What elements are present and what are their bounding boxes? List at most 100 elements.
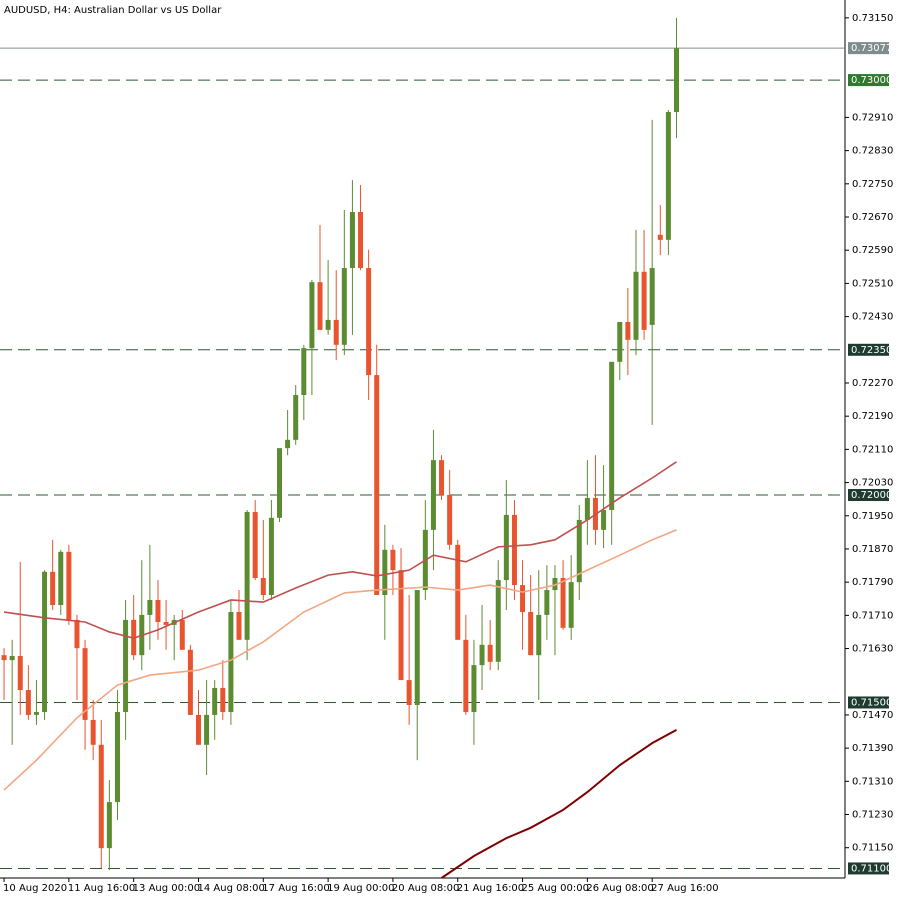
candle-body [374, 375, 380, 596]
y-tick-label: 0.72670 [852, 212, 893, 223]
candle-body [511, 514, 517, 586]
candle-body [479, 644, 485, 666]
y-tick-label: 0.71950 [852, 511, 893, 522]
candle-body [617, 321, 623, 362]
candle-body [277, 448, 283, 518]
candle-body [17, 656, 23, 691]
candle-body [406, 680, 412, 705]
y-tick-label: 0.72430 [852, 312, 893, 323]
candle-body [301, 348, 307, 396]
candle-body [544, 590, 550, 615]
candle-body [633, 271, 639, 340]
x-tick-label: 20 Aug 08:00 [392, 883, 459, 894]
candle-body [398, 570, 404, 681]
candle-body [123, 619, 129, 713]
candle-body [98, 744, 104, 849]
candle-body [90, 719, 96, 745]
candle-body [236, 612, 242, 640]
candle-body [106, 802, 112, 849]
x-tick-label: 19 Aug 00:00 [327, 883, 394, 894]
candle-body [471, 665, 477, 713]
candle-body [503, 514, 509, 581]
candle-body [641, 271, 647, 330]
y-tick-label: 0.71790 [852, 577, 893, 588]
candle-body [366, 268, 372, 376]
candle-body [552, 578, 558, 591]
candle-body [9, 656, 15, 661]
candle-body [568, 582, 574, 628]
y-tick-label: 0.71230 [852, 810, 893, 821]
y-tick-label: 0.72270 [852, 378, 893, 389]
candle-body [341, 268, 347, 345]
level-label: 0.73000 [851, 75, 892, 86]
y-tick-label: 0.72910 [852, 112, 893, 123]
candle-body [74, 619, 80, 649]
candle-body [349, 212, 355, 269]
level-label-box [848, 862, 889, 875]
x-tick-label: 27 Aug 16:00 [651, 883, 718, 894]
y-tick-label: 0.72830 [852, 146, 893, 157]
chart-title: AUDUSD, H4: Australian Dollar vs US Doll… [4, 5, 222, 16]
candle-body [155, 599, 161, 622]
candle-body [50, 571, 56, 605]
x-tick-label: 11 Aug 16:00 [68, 883, 135, 894]
y-tick-label: 0.71310 [852, 776, 893, 787]
candle-body [325, 319, 331, 330]
candle-body [439, 460, 445, 496]
y-tick-label: 0.72110 [852, 444, 893, 455]
level-label: 0.72000 [851, 490, 892, 501]
moving-average [440, 728, 677, 879]
candle-body [447, 495, 453, 545]
x-tick-label: 25 Aug 00:00 [522, 883, 589, 894]
y-tick-label: 0.73150 [852, 13, 893, 24]
level-label: 0.71100 [851, 863, 892, 874]
candle-body [33, 712, 39, 715]
candle-body [390, 549, 396, 571]
moving-average [3, 461, 677, 640]
y-tick-label: 0.71390 [852, 743, 893, 754]
candle-body [285, 439, 291, 449]
x-tick-label: 21 Aug 16:00 [457, 883, 524, 894]
candle-body [260, 578, 266, 596]
candle-body [212, 687, 218, 715]
candle-body [179, 619, 185, 650]
candle-body [268, 517, 274, 596]
y-tick-label: 0.71470 [852, 710, 893, 721]
candle-body [358, 212, 364, 269]
candle-body [25, 690, 31, 715]
y-tick-label: 0.72030 [852, 478, 893, 489]
candle-body [455, 544, 461, 640]
candle-body [333, 319, 339, 345]
candle-body [66, 551, 72, 620]
candle-body [584, 497, 590, 520]
current-price-box [848, 42, 889, 55]
candle-body [82, 648, 88, 720]
candle-body [309, 282, 315, 349]
y-tick-label: 0.71150 [852, 843, 893, 854]
level-label-box [848, 489, 889, 502]
candle-body [114, 712, 120, 803]
y-tick-label: 0.71870 [852, 544, 893, 555]
candle-body [609, 361, 615, 510]
y-tick-label: 0.72750 [852, 179, 893, 190]
candle-body [228, 612, 234, 713]
candle-body [576, 519, 582, 583]
level-label-box [848, 343, 889, 356]
level-label-box [848, 74, 889, 87]
candle-body [673, 48, 679, 113]
candle-body [317, 282, 323, 330]
moving-average [3, 529, 677, 791]
candle-body [528, 612, 534, 656]
x-tick-label: 13 Aug 00:00 [133, 883, 200, 894]
candle-body [625, 321, 631, 340]
candle-body [187, 649, 193, 715]
candle-body [463, 639, 469, 713]
candle-body [204, 714, 210, 745]
candle-body [657, 234, 663, 240]
candle-body [195, 714, 201, 745]
x-tick-label: 17 Aug 16:00 [262, 883, 329, 894]
candle-body [487, 644, 493, 662]
